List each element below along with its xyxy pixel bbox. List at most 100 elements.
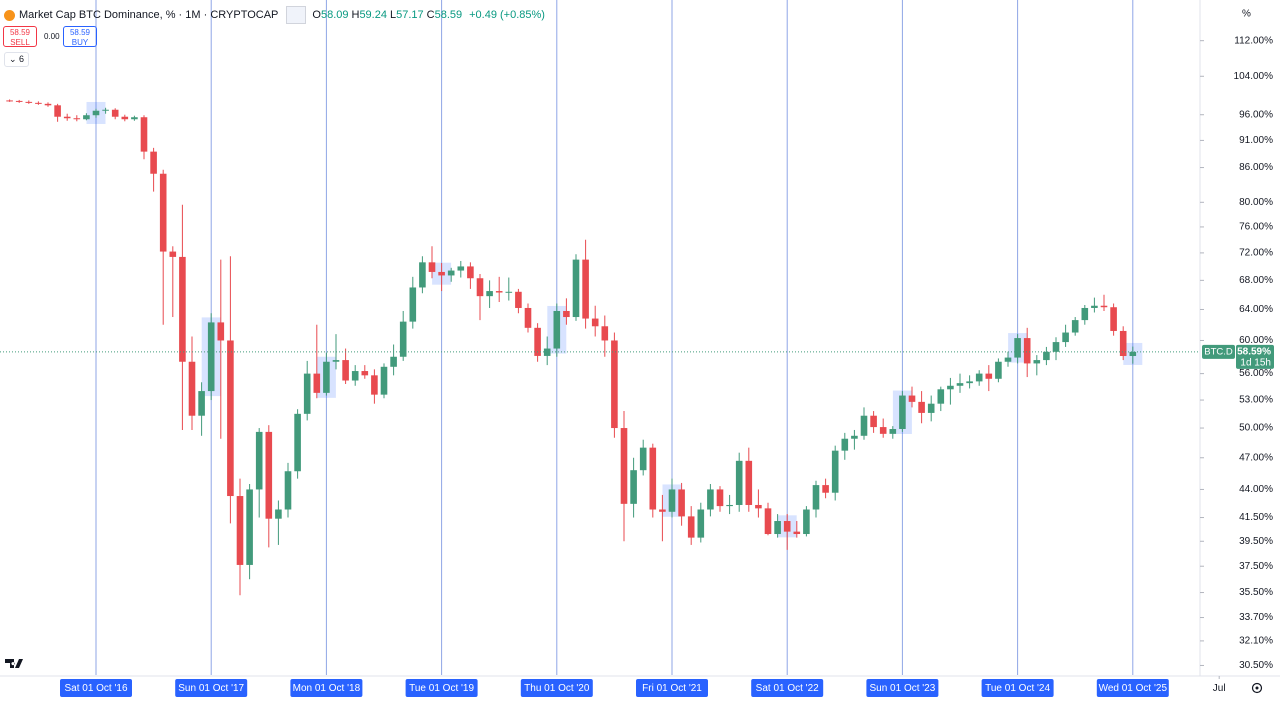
candle-body (803, 509, 810, 535)
candle-body (35, 102, 42, 104)
y-tick-label: 60.00% (1239, 335, 1273, 346)
candle-body (486, 291, 493, 297)
candle-body (908, 395, 916, 402)
x-tick-label: Sat 01 Oct '16 (64, 683, 127, 694)
candle-body (793, 531, 801, 535)
x-tick-label-bg (981, 679, 1054, 697)
candle-body (399, 321, 407, 357)
candle-body (1043, 351, 1050, 361)
y-tick-label: 32.10% (1239, 636, 1273, 647)
indicators-toggle[interactable]: ⌄ 6 (4, 52, 30, 67)
candle-body (255, 431, 263, 490)
x-tick-label-bg (636, 679, 708, 697)
candle-body (303, 373, 311, 414)
x-tick-label: Jul (1213, 683, 1226, 694)
candle-body (73, 118, 81, 120)
candle-body (342, 360, 349, 381)
candle-body (1119, 330, 1127, 357)
candle-body (323, 361, 330, 393)
candle-body (956, 383, 964, 386)
candle-body (121, 116, 129, 120)
y-tick-label: 86.00% (1239, 162, 1273, 173)
candle-body (831, 450, 839, 493)
candle-body (851, 435, 858, 439)
candle-body (1033, 360, 1041, 364)
tv-logo[interactable] (5, 659, 23, 668)
x-tick-label: Thu 01 Oct '20 (524, 683, 590, 694)
y-tick-label: 68.00% (1239, 275, 1273, 286)
candle-body (716, 489, 724, 507)
candle-body (332, 360, 340, 362)
y-tick-label: 104.00% (1234, 71, 1274, 82)
symbol-tag-bg (1202, 344, 1235, 359)
legend: Market Cap BTC Dominance, % · 1M · CRYPT… (4, 6, 545, 24)
indicators-count: 6 (19, 54, 25, 64)
symbol-icon (4, 9, 15, 21)
buy-price: 58.59 (69, 28, 91, 37)
x-tick-label: Tue 01 Oct '24 (985, 683, 1050, 694)
candle-body (812, 485, 820, 510)
candle-body (649, 447, 657, 510)
sell-button[interactable]: 58.59 SELL (3, 26, 37, 47)
candle-body (467, 266, 474, 279)
candle-body (111, 109, 119, 117)
y-tick-label: 96.00% (1239, 109, 1273, 120)
x-tick-label-bg (405, 679, 478, 697)
candle-body (63, 116, 71, 119)
candle-body (985, 373, 993, 379)
y-tick-label: 41.50% (1239, 512, 1273, 523)
x-tick-label-bg (866, 679, 939, 697)
y-tick-label: 37.50% (1239, 561, 1273, 572)
symbol-title[interactable]: Market Cap BTC Dominance, % · 1M · CRYPT… (19, 9, 279, 21)
candle-body (265, 431, 273, 519)
candle-body (697, 509, 705, 538)
candle-body (591, 318, 599, 327)
scale-unit[interactable]: % (1242, 9, 1251, 20)
candle-body (25, 101, 33, 103)
candle-body (1023, 338, 1031, 364)
buy-label: BUY (71, 38, 89, 47)
candle-body (582, 259, 589, 319)
candle-body (572, 259, 580, 318)
ohlc-values: O58.09 H59.24 L57.17 C58.59 (312, 9, 465, 21)
bar-countdown: 1d 15h (1240, 358, 1271, 369)
buy-button[interactable]: 58.59 BUY (63, 26, 97, 47)
candle-body (1100, 305, 1108, 308)
x-tick-label-bg (751, 679, 824, 697)
y-tick-label: 33.70% (1239, 612, 1273, 623)
candle-body (83, 115, 90, 120)
y-tick-label: 39.50% (1239, 536, 1273, 547)
candle-body (726, 504, 733, 507)
candle-body (131, 117, 138, 120)
candle-body (505, 291, 513, 293)
candle-body (639, 447, 647, 471)
candle-body (457, 266, 465, 271)
candle-body (841, 438, 849, 451)
candle-body (678, 489, 685, 517)
y-tick-label: 80.00% (1239, 197, 1273, 208)
x-tick-label-bg (1096, 679, 1169, 697)
candle-body (1052, 342, 1060, 352)
candle-body (687, 516, 695, 538)
candle-body (659, 509, 666, 512)
candle-body (707, 489, 714, 510)
candle-body (735, 460, 743, 505)
candle-body (390, 356, 397, 367)
candle-body (159, 173, 167, 252)
x-tick-label: Sun 01 Oct '17 (178, 683, 244, 694)
symbol-tag: BTC.D (1204, 346, 1233, 357)
settings-icon[interactable] (1251, 682, 1263, 694)
y-tick-label: 35.50% (1239, 587, 1273, 598)
candle-body (495, 291, 503, 293)
candle-body (380, 366, 388, 395)
candle-body (246, 489, 253, 565)
last-price-bg (1236, 344, 1274, 369)
ohlc-value: 58.59 (434, 9, 463, 21)
compare-box[interactable] (286, 6, 307, 24)
x-tick-label-bg (175, 679, 248, 697)
candle-body (1071, 320, 1079, 333)
y-tick-label: 47.00% (1239, 452, 1273, 463)
ohlc-value: 59.24 (359, 9, 387, 21)
